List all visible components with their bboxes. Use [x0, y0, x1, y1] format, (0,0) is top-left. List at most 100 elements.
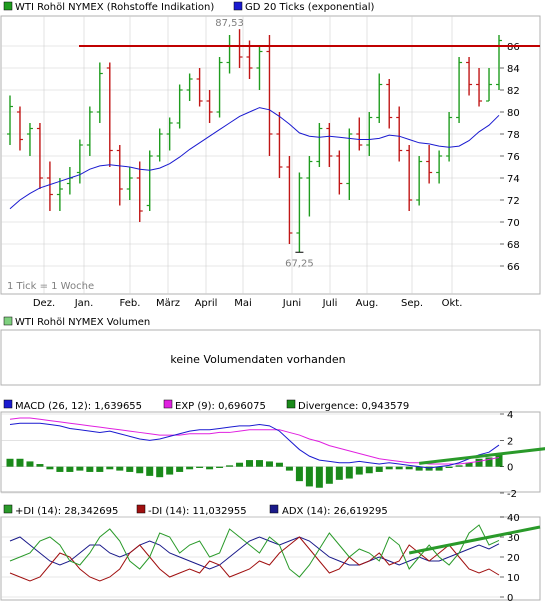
ohlc-bar	[426, 145, 433, 184]
divergence-bar	[46, 466, 54, 470]
price-tick-label: 86	[507, 42, 520, 53]
divergence-bar	[255, 460, 263, 467]
macd-y-axis: -2 0 2 4	[500, 410, 517, 500]
divergence-bar	[96, 466, 104, 472]
ohlc-bar	[376, 73, 383, 123]
divergence-bar	[475, 458, 483, 467]
ma-legend-label: GD 20 Ticks (exponential)	[245, 2, 374, 13]
macd-tick-label: 2	[507, 436, 513, 447]
divergence-bar	[385, 466, 393, 470]
price-tick-label: 66	[507, 262, 520, 273]
macd-line	[9, 422, 500, 469]
ohlc-bar	[86, 106, 93, 156]
volume-frame	[0, 329, 541, 386]
month-label: Juni	[282, 298, 301, 309]
month-label: Juli	[322, 298, 338, 309]
divergence-bar	[335, 466, 343, 480]
plus-di-line	[9, 524, 500, 578]
divergence-bar	[106, 466, 114, 470]
volume-legend-swatch	[3, 316, 13, 326]
ohlc-bar	[56, 178, 63, 211]
divergence-bar	[415, 466, 423, 471]
divergence-bar	[176, 466, 184, 472]
divergence-bar	[76, 466, 84, 471]
divergence-bar	[315, 466, 323, 488]
moving-average-line	[9, 107, 500, 210]
ohlc-bar	[446, 112, 453, 162]
divergence-bar	[36, 464, 44, 467]
divergence-bar	[375, 466, 383, 472]
ohlc-bar	[186, 73, 193, 101]
ohlc-bar	[146, 150, 153, 211]
high-label: 87,53	[215, 18, 244, 29]
ohlc-bar	[196, 68, 203, 107]
price-legend-label: WTI Rohöl NYMEX (Rohstoffe Indikation)	[15, 2, 214, 13]
divergence-legend-swatch	[286, 399, 296, 409]
price-tick-label: 84	[507, 64, 520, 75]
volume-message: keine Volumendaten vorhanden	[170, 353, 345, 366]
macd-legend: MACD (26, 12): 1,639655 EXP (9): 0,69607…	[3, 399, 409, 412]
price-tick-label: 70	[507, 218, 520, 229]
exp-line	[9, 417, 500, 465]
ohlc-bar	[486, 68, 493, 102]
minus-di-legend-label: -DI (14): 11,032955	[148, 506, 247, 517]
month-label: Dez.	[33, 298, 55, 309]
divergence-bar	[136, 466, 144, 474]
divergence-bar	[325, 466, 333, 484]
divergence-bar	[265, 461, 273, 467]
low-label: 67,25	[285, 258, 314, 269]
dmi-tick-label: 30	[507, 533, 520, 544]
divergence-bar	[455, 465, 463, 467]
ohlc-bar	[106, 62, 113, 167]
macd-plot-area	[0, 411, 541, 493]
divergence-bar	[166, 466, 174, 475]
divergence-bar	[435, 466, 443, 471]
plus-di-legend-label: +DI (14): 28,342695	[15, 506, 118, 517]
price-tick-label: 78	[507, 130, 520, 141]
ohlc-bar	[256, 46, 263, 90]
volume-legend-label: WTI Rohöl NYMEX Volumen	[15, 317, 150, 328]
divergence-bar	[285, 466, 293, 471]
divergence-bar	[126, 466, 134, 472]
ohlc-bar	[286, 156, 293, 244]
month-label: Aug.	[356, 298, 379, 309]
ohlc-bar	[156, 128, 163, 162]
macd-tick-label: -2	[507, 489, 517, 500]
month-label: Sep.	[401, 298, 423, 309]
ohlc-bar	[476, 68, 483, 107]
price-tick-label: 82	[507, 86, 520, 97]
month-label: Feb.	[120, 298, 141, 309]
macd-tick-label: 0	[507, 463, 513, 474]
exp-legend-swatch	[163, 399, 173, 409]
divergence-bar	[275, 462, 283, 467]
divergence-bar	[445, 466, 453, 468]
ohlc-bar	[306, 156, 313, 217]
ohlc-bar	[166, 117, 173, 151]
dmi-tick-label: 20	[507, 553, 520, 564]
dmi-plot-area	[0, 516, 541, 601]
tick-note: 1 Tick = 1 Woche	[7, 281, 94, 292]
ohlc-bar	[276, 112, 283, 178]
divergence-bar	[156, 466, 164, 478]
ohlc-bar	[416, 156, 423, 206]
ohlc-bar	[116, 145, 123, 206]
adx-legend-label: ADX (14): 26,619295	[282, 506, 388, 517]
divergence-bar	[146, 466, 154, 476]
ohlc-bar	[96, 62, 103, 123]
month-label: Okt.	[442, 298, 463, 309]
divergence-bar	[345, 466, 353, 479]
adx-legend-swatch	[269, 504, 279, 514]
divergence-bar	[186, 466, 194, 470]
month-label: April	[195, 298, 218, 309]
price-plot-area	[0, 15, 541, 295]
divergence-bars	[6, 454, 503, 488]
month-label: Jan.	[74, 298, 94, 309]
ohlc-bar	[296, 172, 303, 253]
macd-tick-label: 4	[507, 410, 513, 421]
divergence-bar	[226, 465, 234, 467]
price-tick-label: 76	[507, 152, 520, 163]
divergence-bar	[485, 457, 493, 467]
macd-legend-swatch	[3, 399, 13, 409]
price-frame	[0, 15, 541, 295]
